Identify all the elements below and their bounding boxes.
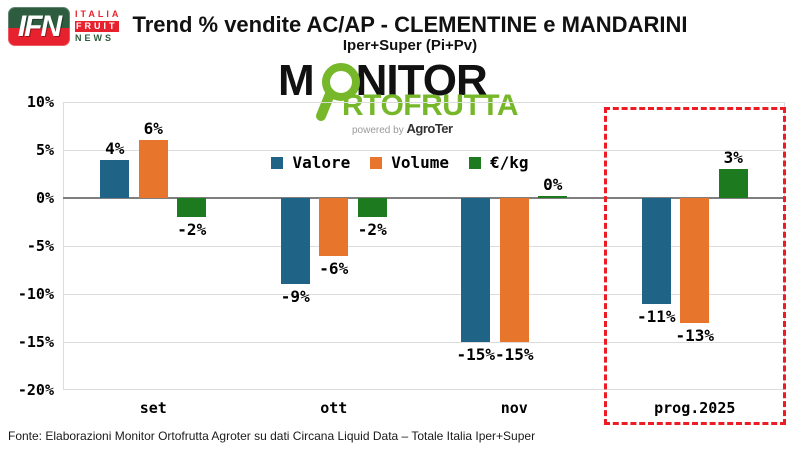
ifn-logo: IFN ITALIA FRUIT NEWS	[8, 7, 121, 46]
monitor-logo-poweredby: powered by AgroTer	[352, 121, 538, 136]
y-axis-tick-label: -10%	[17, 285, 54, 303]
bar-value-label: -13%	[675, 325, 715, 345]
monitor-logo-line1: M NITOR	[278, 56, 538, 105]
y-axis-tick-label: 5%	[35, 141, 54, 159]
y-axis-tick-label: -20%	[17, 381, 54, 399]
legend-item-volume: Volume	[370, 153, 449, 172]
bar-valore-prog.2025	[641, 198, 671, 304]
bar-volume-ott	[319, 198, 349, 256]
monitor-letter-m: M	[278, 56, 315, 105]
x-axis-category-label: set	[139, 399, 167, 417]
chart-legend: Valore Volume €/kg	[0, 153, 800, 172]
bar-kg-ott	[357, 198, 387, 218]
legend-swatch	[469, 156, 482, 169]
ifn-logo-mark: IFN	[8, 7, 70, 46]
bar-value-label: -15%	[494, 345, 534, 364]
magnifier-icon	[316, 63, 360, 121]
legend-swatch	[370, 156, 383, 169]
legend-label: €/kg	[490, 153, 529, 172]
legend-label: Valore	[292, 153, 351, 172]
bar-value-label: -2%	[177, 220, 207, 240]
ifn-word-italia: ITALIA	[75, 9, 122, 19]
bar-value-label: -6%	[319, 258, 349, 278]
ifn-word-fruit: FRUIT	[75, 21, 119, 32]
bar-value-label: -2%	[357, 220, 387, 240]
legend-swatch	[271, 156, 284, 169]
bar-value-label: 0%	[543, 175, 563, 194]
bar-volume-prog.2025	[680, 198, 710, 323]
monitor-letters-nitor: NITOR	[355, 56, 488, 105]
bar-kg-nov	[538, 196, 568, 198]
page-title: Trend % vendite AC/AP - CLEMENTINE e MAN…	[132, 12, 688, 37]
bar-kg-set	[177, 198, 207, 218]
bar-kg-prog.2025	[718, 169, 748, 198]
bar-volume-set	[138, 140, 168, 198]
bar-valore-nov	[461, 198, 491, 342]
bar-value-label: -9%	[280, 287, 310, 307]
ifn-word-news: NEWS	[75, 33, 114, 43]
y-axis-tick-label: 10%	[26, 93, 54, 111]
page-subtitle: Iper+Super (Pi+Pv)	[342, 37, 478, 54]
agroter-brand: AgroTer	[406, 121, 453, 136]
y-axis-tick-label: -5%	[26, 237, 54, 255]
gridline	[63, 150, 785, 151]
source-note: Fonte: Elaborazioni Monitor Ortofrutta A…	[8, 429, 536, 443]
y-axis-tick-label: -15%	[17, 333, 54, 351]
highlight-dashed-box	[603, 107, 786, 425]
monitor-ortofrutta-logo: M NITOR RTOFRUTTA powered by AgroTer	[278, 56, 538, 137]
x-axis-category-label: nov	[500, 399, 528, 417]
powered-by-text: powered by	[352, 125, 407, 136]
gridline	[63, 294, 785, 295]
bar-value-label: 4%	[105, 138, 125, 158]
zero-axis-line	[63, 197, 785, 199]
legend-label: Volume	[391, 153, 450, 172]
legend-item-kg: €/kg	[469, 153, 529, 172]
x-axis-category-label: ott	[320, 399, 348, 417]
gridline	[63, 342, 785, 343]
bar-value-label: 6%	[143, 119, 163, 139]
gridline	[63, 246, 785, 247]
ifn-acronym: IFN	[17, 9, 62, 43]
monitor-logo-line2: RTOFRUTTA	[342, 89, 519, 122]
legend-item-valore: Valore	[271, 153, 350, 172]
bar-value-label: -11%	[636, 306, 676, 326]
x-axis-category-label: prog.2025	[654, 399, 736, 417]
ifn-logo-words: ITALIA FRUIT NEWS	[75, 9, 121, 44]
bar-value-label: 3%	[723, 148, 743, 168]
bar-value-label: -15%	[456, 345, 496, 364]
bar-valore-ott	[280, 198, 310, 285]
bar-valore-set	[100, 159, 130, 198]
bar-volume-nov	[499, 198, 529, 342]
y-axis-tick-label: 0%	[35, 189, 54, 207]
